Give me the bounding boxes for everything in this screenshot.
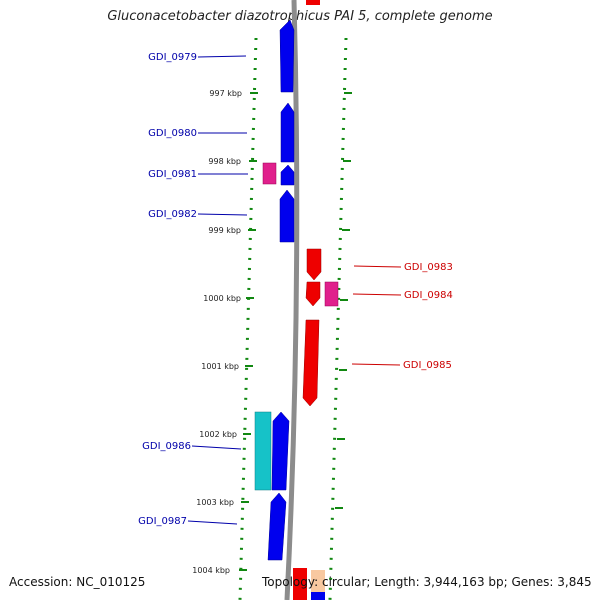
misc-feature-bottom[interactable]	[311, 570, 325, 592]
label-leader-line	[187, 520, 238, 525]
tick-label: 998 kbp	[208, 157, 241, 166]
gene-label-gdi-0983[interactable]: GDI_0983	[404, 262, 453, 273]
gene-arrow-top-reverse[interactable]	[306, 0, 320, 5]
gene-arrow-gdi-0979[interactable]	[279, 19, 295, 93]
topology-text: Topology: circular; Length: 3,944,163 bp…	[262, 575, 592, 589]
gene-label-gdi-0982[interactable]: GDI_0982	[148, 209, 197, 220]
tick-label: 1002 kbp	[199, 430, 237, 439]
gene-arrow-gdi-0981[interactable]	[280, 164, 295, 186]
gene-label-gdi-0980[interactable]: GDI_0980	[148, 128, 197, 139]
gene-label-gdi-0981[interactable]: GDI_0981	[148, 169, 197, 180]
gene-label-gdi-0979[interactable]: GDI_0979	[148, 52, 197, 63]
gene-label-gdi-0987[interactable]: GDI_0987	[138, 516, 187, 527]
label-leader-line	[197, 213, 248, 216]
label-leader-line	[197, 55, 247, 58]
outer-ruler-track	[328, 37, 348, 600]
misc-feature-gdi-0986[interactable]	[254, 411, 272, 491]
label-leader-line	[191, 445, 242, 450]
gene-arrow-gdi-0986[interactable]	[271, 411, 290, 491]
map-title: Gluconacetobacter diazotrophicus PAI 5, …	[107, 9, 493, 24]
tick-label: 997 kbp	[209, 89, 242, 98]
outer-ticks	[335, 92, 352, 509]
label-leader-line	[351, 363, 401, 366]
gene-arrow-gdi-0982[interactable]	[279, 189, 295, 243]
gene-label-gdi-0985[interactable]: GDI_0985	[403, 360, 452, 371]
inner-ticks	[239, 92, 258, 571]
gene-label-gdi-0984[interactable]: GDI_0984	[404, 290, 453, 301]
gene-arrow-bottom-reverse[interactable]	[293, 568, 307, 600]
label-leader-line	[353, 265, 402, 268]
accession-text: Accession: NC_010125	[9, 575, 146, 589]
tick-label: 1000 kbp	[203, 294, 241, 303]
gene-arrow-bottom-forward[interactable]	[311, 592, 325, 600]
gene-arrow-gdi-0984[interactable]	[305, 281, 321, 307]
tick-label: 999 kbp	[208, 226, 241, 235]
rna-feature-gdi-0984[interactable]	[324, 281, 339, 307]
gene-arrow-gdi-0985[interactable]	[302, 319, 320, 407]
gene-arrow-gdi-0980[interactable]	[280, 102, 295, 163]
gene-arrow-gdi-0983[interactable]	[306, 248, 322, 281]
label-leader-line	[352, 293, 402, 296]
rna-feature-gdi-0981[interactable]	[262, 162, 277, 185]
genome-backbone	[284, 0, 300, 600]
gene-label-gdi-0986[interactable]: GDI_0986	[142, 441, 191, 452]
tick-label: 1003 kbp	[196, 498, 234, 507]
tick-label: 1004 kbp	[192, 566, 230, 575]
gene-arrow-gdi-0987[interactable]	[267, 492, 287, 561]
inner-ruler-track	[238, 37, 258, 600]
tick-label: 1001 kbp	[201, 362, 239, 371]
